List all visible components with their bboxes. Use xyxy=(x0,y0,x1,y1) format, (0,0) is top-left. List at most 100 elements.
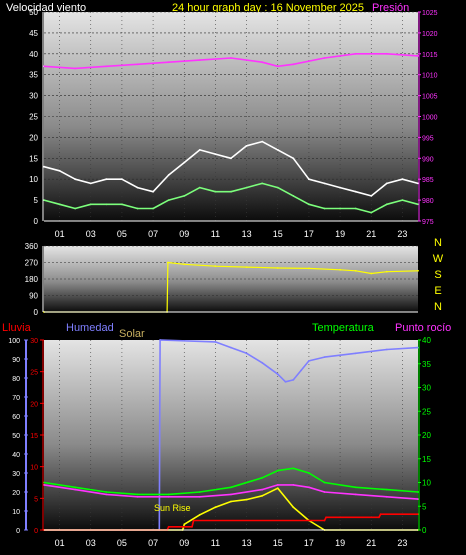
series-point xyxy=(121,178,123,181)
y-left-tick-label: 50 xyxy=(29,8,38,17)
series-point xyxy=(230,57,232,59)
series-point xyxy=(417,346,419,349)
series-point xyxy=(261,61,264,64)
series-point xyxy=(354,269,357,272)
series-point xyxy=(385,182,388,185)
y-right-tick-label: 1010 xyxy=(422,73,438,80)
y-inner-tick-label: 25 xyxy=(30,370,38,377)
weather-panel-background xyxy=(44,340,418,530)
x-tick-label: 05 xyxy=(117,538,127,548)
series-point xyxy=(385,52,388,55)
series-point xyxy=(159,339,162,341)
solar-label: Solar xyxy=(119,328,145,340)
series-point xyxy=(198,149,201,151)
series-point xyxy=(401,178,404,181)
x-tick-label: 11 xyxy=(211,229,220,239)
y-outer-tick-label: 70 xyxy=(12,395,20,402)
y-outer-tick-label: 100 xyxy=(8,338,20,345)
series-point xyxy=(230,500,232,503)
y-inner-tick-label: 20 xyxy=(30,401,38,408)
y-outer-tick-label: 30 xyxy=(12,471,20,478)
series-point xyxy=(230,493,232,496)
series-point xyxy=(276,484,279,486)
series-point xyxy=(261,476,264,479)
series-point xyxy=(308,360,310,362)
series-point xyxy=(378,516,380,519)
y-outer-tick-label: 60 xyxy=(12,414,20,421)
series-point xyxy=(292,484,295,486)
series-point xyxy=(74,486,77,489)
series-point xyxy=(276,65,279,68)
y-left-tick-label: 360 xyxy=(25,242,39,251)
y-right-tick-label: 5 xyxy=(422,502,427,511)
y-outer-tick-label: 40 xyxy=(12,452,20,459)
series-point xyxy=(276,487,279,490)
x-tick-label: 19 xyxy=(335,229,345,239)
direction-panel-background xyxy=(44,246,418,312)
series-point xyxy=(152,190,155,193)
rain-label: Lluvia xyxy=(2,322,32,334)
x-tick-label: 01 xyxy=(55,229,65,239)
series-point xyxy=(167,493,170,496)
series-point xyxy=(261,140,264,143)
x-tick-label: 21 xyxy=(366,229,376,239)
wind-speed-label: Velocidad viento xyxy=(6,2,86,14)
series-point xyxy=(245,186,248,189)
series-point xyxy=(417,182,419,185)
series-point xyxy=(292,467,295,470)
series-point xyxy=(385,270,388,273)
series-point xyxy=(105,491,108,493)
series-point xyxy=(245,144,248,147)
series-point xyxy=(385,348,388,351)
series-point xyxy=(323,57,326,59)
series-point xyxy=(105,203,108,206)
y-left-tick-label: 270 xyxy=(25,259,39,268)
series-point xyxy=(292,63,295,66)
series-point xyxy=(276,186,279,189)
x-tick-label: 21 xyxy=(366,538,376,548)
y-left-tick-label: 0 xyxy=(34,217,39,226)
date-title: 24 hour graph day : 16 November 2025 xyxy=(172,2,364,14)
series-point xyxy=(230,486,232,489)
series-point xyxy=(167,199,170,202)
y-right-tick-label: 1020 xyxy=(422,31,438,38)
series-point xyxy=(385,203,388,206)
series-point xyxy=(354,190,357,193)
series-point xyxy=(325,516,327,519)
series-point xyxy=(136,207,139,210)
series-point xyxy=(308,267,310,270)
series-point xyxy=(136,186,139,189)
x-tick-label: 15 xyxy=(273,229,283,239)
series-point xyxy=(323,519,326,522)
series-point xyxy=(370,195,373,197)
compass-label-e: E xyxy=(434,285,441,297)
series-point xyxy=(74,178,77,181)
y-right-tick-label: 15 xyxy=(422,455,431,464)
series-point xyxy=(276,373,279,376)
y-right-tick-label: 995 xyxy=(422,135,434,142)
y-outer-tick-label: 90 xyxy=(12,357,20,364)
series-point xyxy=(308,486,310,489)
series-point xyxy=(261,488,264,491)
x-tick-label: 17 xyxy=(304,538,314,548)
x-tick-label: 07 xyxy=(148,229,158,239)
series-point xyxy=(245,498,248,501)
series-point xyxy=(58,203,61,206)
series-point xyxy=(183,523,186,526)
y-left-tick-label: 180 xyxy=(25,275,39,284)
series-point xyxy=(74,207,77,210)
x-tick-label: 03 xyxy=(86,538,96,548)
y-right-tick-label: 980 xyxy=(422,198,434,205)
series-point xyxy=(58,169,61,172)
series-point xyxy=(89,182,92,185)
x-tick-label: 11 xyxy=(211,538,220,548)
y-left-tick-label: 30 xyxy=(29,92,38,101)
y-inner-tick-label: 5 xyxy=(34,496,38,503)
y-left-tick-label: 40 xyxy=(29,50,38,59)
y-right-tick-label: 1015 xyxy=(422,52,438,59)
series-point xyxy=(89,203,92,206)
series-point xyxy=(43,65,45,68)
compass-label-s: S xyxy=(434,269,441,281)
series-point xyxy=(339,207,341,210)
series-point xyxy=(417,498,419,500)
